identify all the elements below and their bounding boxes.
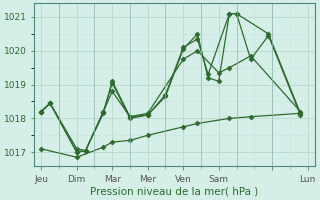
X-axis label: Pression niveau de la mer( hPa ): Pression niveau de la mer( hPa )	[90, 187, 259, 197]
